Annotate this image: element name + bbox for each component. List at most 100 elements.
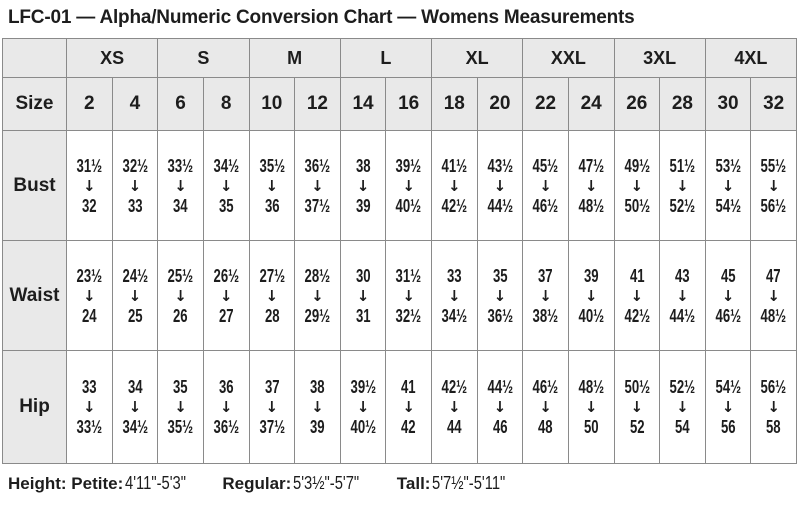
down-arrow-icon: ↓: [219, 398, 233, 416]
bust-row-label: Bust: [2, 130, 67, 241]
hip-cell: 34 ↓ 34½: [111, 350, 159, 464]
waist-cell: 33 ↓ 34½: [431, 240, 478, 351]
waist-cell: 23½ ↓ 24: [66, 240, 113, 351]
range-from: 55½: [760, 155, 787, 176]
down-arrow-icon: ↓: [630, 176, 644, 195]
range-to: 33½: [76, 417, 103, 437]
range-to: 54: [675, 417, 690, 437]
numeric-size: 4: [111, 77, 159, 131]
range-from: 45½: [532, 155, 559, 176]
range-from: 25½: [167, 265, 194, 286]
range-to: 33: [127, 195, 143, 216]
numeric-size: 12: [294, 77, 341, 131]
range-to: 52: [629, 417, 645, 437]
range-to: 36: [264, 195, 280, 216]
height-label: Height:: [8, 474, 67, 493]
down-arrow-icon: ↓: [83, 176, 96, 195]
range-to: 44: [447, 417, 462, 437]
bust-cell: 38 ↓ 39: [339, 130, 387, 241]
range-from: 37: [538, 265, 553, 286]
down-arrow-icon: ↓: [584, 398, 598, 416]
range-from: 49½: [624, 155, 650, 176]
bust-cell: 35½ ↓ 36: [248, 130, 296, 241]
range-from: 48½: [578, 377, 604, 397]
range-to: 56½: [760, 195, 787, 216]
bust-cell: 34½ ↓ 35: [202, 130, 250, 241]
range-to: 46½: [532, 195, 559, 216]
range-to: 44½: [487, 195, 513, 216]
numeric-size: 28: [659, 77, 706, 131]
range-from: 47: [766, 265, 781, 286]
range-to: 32: [82, 195, 97, 216]
bust-cell: 41½ ↓ 42½: [431, 130, 478, 241]
range-to: 35½: [167, 417, 194, 437]
bust-cell: 47½ ↓ 48½: [567, 130, 615, 241]
range-from: 46½: [532, 377, 559, 397]
hip-cell: 35 ↓ 35½: [157, 350, 204, 464]
numeric-size: 2: [66, 77, 113, 131]
down-arrow-icon: ↓: [128, 286, 142, 305]
alpha-size-xs: XS: [65, 38, 159, 78]
numeric-size: 16: [385, 77, 432, 131]
down-arrow-icon: ↓: [584, 176, 598, 195]
range-from: 43½: [487, 155, 513, 176]
alpha-size-3xl: 3XL: [613, 38, 706, 78]
waist-cell: 24½ ↓ 25: [111, 240, 159, 351]
range-from: 41: [629, 265, 645, 286]
size-row-label: Size: [2, 77, 67, 131]
alpha-size-s: S: [157, 38, 250, 78]
range-to: 34: [173, 195, 188, 216]
range-from: 31½: [395, 265, 422, 286]
down-arrow-icon: ↓: [676, 176, 689, 195]
range-to: 48: [538, 417, 553, 437]
range-to: 31: [355, 305, 371, 326]
range-to: 48½: [578, 195, 604, 216]
range-from: 51½: [669, 155, 696, 176]
hip-cell: 56½ ↓ 58: [750, 350, 797, 464]
range-from: 38: [310, 377, 325, 397]
alpha-size-m: M: [248, 38, 341, 78]
range-to: 42: [401, 417, 416, 437]
range-to: 48½: [760, 305, 787, 326]
waist-cell: 26½ ↓ 27: [202, 240, 250, 351]
regular-range: 5'3½"-5'7": [293, 473, 360, 493]
range-from: 52½: [669, 377, 696, 397]
waist-cell: 25½ ↓ 26: [157, 240, 204, 351]
hip-cell: 41 ↓ 42: [385, 350, 432, 464]
waist-cell: 30 ↓ 31: [339, 240, 387, 351]
down-arrow-icon: ↓: [402, 176, 415, 195]
down-arrow-icon: ↓: [767, 286, 780, 305]
range-to: 40½: [578, 305, 604, 326]
height-petite: Petite: 4'11"-5'3": [71, 473, 204, 493]
down-arrow-icon: ↓: [539, 176, 552, 195]
range-from: 33: [447, 265, 462, 286]
tall-label: Tall:: [396, 474, 431, 493]
down-arrow-icon: ↓: [767, 398, 780, 416]
range-to: 42½: [624, 305, 650, 326]
down-arrow-icon: ↓: [493, 398, 507, 416]
regular-label: Regular:: [222, 474, 292, 493]
range-to: 40½: [395, 195, 422, 216]
range-from: 34: [127, 377, 143, 397]
range-to: 39: [355, 195, 371, 216]
range-to: 35: [218, 195, 234, 216]
alpha-size-l: L: [339, 38, 433, 78]
range-to: 58: [766, 417, 781, 437]
hip-cell: 50½ ↓ 52: [613, 350, 661, 464]
waist-cell: 31½ ↓ 32½: [385, 240, 432, 351]
range-from: 33½: [167, 155, 194, 176]
petite-label: Petite:: [71, 474, 124, 493]
down-arrow-icon: ↓: [128, 398, 142, 416]
page-title: LFC-01 — Alpha/Numeric Conversion Chart …: [8, 7, 635, 28]
numeric-size-row: Size 2 4 6 8 10 12 14 16 18 20 22 24 26 …: [2, 77, 797, 131]
hip-row-label: Hip: [2, 350, 67, 464]
range-from: 31½: [76, 155, 103, 176]
down-arrow-icon: ↓: [630, 398, 644, 416]
down-arrow-icon: ↓: [265, 176, 279, 195]
down-arrow-icon: ↓: [402, 286, 415, 305]
hip-cell: 54½ ↓ 56: [704, 350, 752, 464]
range-to: 28: [264, 305, 280, 326]
petite-range: 4'11"-5'3": [125, 473, 187, 493]
down-arrow-icon: ↓: [174, 286, 187, 305]
waist-cell: 27½ ↓ 28: [248, 240, 296, 351]
